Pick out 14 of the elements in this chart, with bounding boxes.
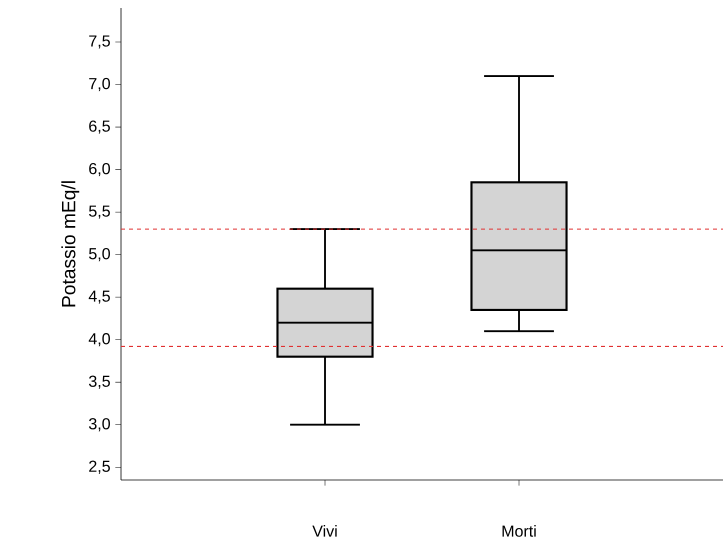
x-tick-label: Vivi: [312, 525, 337, 537]
y-tick-label: 7,0: [89, 78, 110, 92]
y-tick-label: 5,5: [89, 206, 110, 219]
y-tick-label: 5,0: [89, 248, 110, 262]
y-tick-label: 6,0: [89, 162, 110, 176]
y-tick-label: 7,5: [89, 35, 110, 49]
x-tick-label: Morti: [502, 525, 536, 537]
y-tick-label: 4,5: [88, 290, 110, 304]
y-tick-label: 4,0: [88, 333, 110, 346]
y-tick-label: 3,5: [88, 376, 110, 389]
y-axis-title: Potassio mEq/l: [61, 181, 80, 306]
y-tick-label: 6,5: [89, 120, 110, 134]
y-tick-label: 3,0: [88, 418, 110, 432]
y-tick-label: 2,5: [89, 460, 110, 474]
